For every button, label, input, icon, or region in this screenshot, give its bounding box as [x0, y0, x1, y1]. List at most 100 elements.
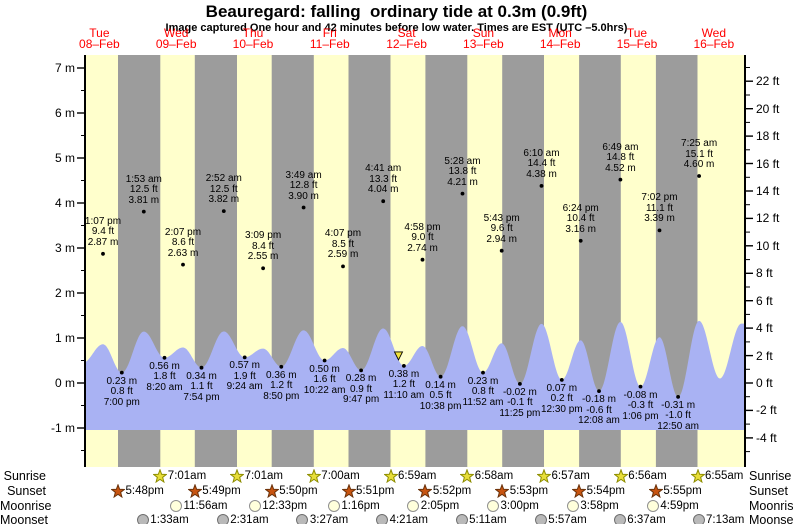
right-axis-tick-label: 12 ft [756, 211, 780, 226]
moonrise-row-label-right: Moonrise [749, 499, 793, 513]
astro-event-time: 7:01am [167, 469, 207, 482]
capture-note: Image captured One hour and 42 minutes b… [165, 22, 628, 34]
moonrise-disc-icon [170, 500, 182, 512]
astro-event [327, 499, 341, 513]
sunrise-star-icon [690, 469, 705, 483]
sunset-star-icon [572, 484, 587, 498]
low-tide-annotation: -0.02 m -0.1 ft 11:25 pm [499, 386, 541, 419]
tide-dot [381, 199, 386, 204]
astro-event [295, 513, 309, 524]
tide-dot [657, 228, 662, 233]
moonset-disc-icon [136, 514, 149, 524]
low-tide-annotation: 0.38 m 1.2 ft 11:10 am [383, 368, 425, 401]
left-axis-tick-label: 5 m [54, 151, 75, 165]
right-axis-tick-label: 18 ft [756, 129, 780, 144]
moonrise-disc-icon [646, 500, 659, 512]
high-tide-annotation: 4:07 pm 8.5 ft 2.59 m [324, 228, 362, 261]
astro-event-time: 5:11am [469, 513, 507, 524]
astro-event-time: 2:31am [230, 513, 269, 524]
astro-event [486, 499, 500, 513]
low-tide-annotation: 0.28 m 0.9 ft 9:47 pm [343, 373, 380, 406]
right-axis-tick-label: 4 ft [756, 321, 773, 336]
high-tide-annotation: 5:28 am 13.8 ft 4.21 m [444, 155, 481, 188]
low-tide-annotation: 0.34 m 1.1 ft 7:54 pm [183, 370, 220, 403]
high-tide-annotation: 7:02 pm 11.1 ft 3.39 m [641, 192, 678, 225]
day-label: Wed 16–Feb [693, 26, 735, 51]
sunset-star-icon [264, 484, 279, 498]
day-label: Fri 11–Feb [309, 26, 350, 51]
astro-event-time: 6:37am [627, 513, 666, 524]
sunrise-row-label-left: Sunrise [3, 469, 46, 483]
astro-event-time: 3:58pm [580, 499, 619, 512]
sunset-star-icon [111, 484, 125, 498]
sunset-star-icon [648, 484, 663, 498]
astro-event-time: 7:01am [244, 469, 283, 482]
astro-event-time: 11:56am [183, 499, 228, 512]
tide-dot [578, 238, 583, 243]
astro-event [455, 513, 469, 524]
low-tide-annotation: 0.50 m 1.6 ft 10:22 am [303, 363, 346, 396]
astro-event [692, 513, 706, 524]
tide-dot [402, 364, 406, 368]
high-tide-annotation: 6:49 am 14.8 ft 4.52 m [602, 141, 639, 174]
sunset-star-icon [341, 484, 356, 498]
tide-dot [359, 368, 363, 373]
astro-event-time: 2:05pm [420, 499, 460, 512]
moonset-row-label-right: Moonset [749, 513, 793, 524]
astro-event-time: 6:56am [628, 469, 667, 482]
astro-event-time: 3:27am [309, 513, 349, 524]
right-axis-tick-label: 6 ft [756, 293, 773, 308]
tide-dot [697, 174, 701, 178]
low-tide-annotation: -0.08 m -0.3 ft 1:06 pm [622, 389, 659, 422]
astro-event [460, 469, 475, 483]
sunrise-star-icon [230, 469, 245, 483]
left-axis-tick-label: 3 m [54, 241, 75, 255]
moonrise-row-label-left: Moonrise [0, 499, 52, 513]
tide-dot [101, 251, 105, 256]
day-label: Thu 10–Feb [232, 26, 274, 51]
astro-event [406, 499, 420, 513]
tide-dot [162, 355, 167, 360]
tide-dot [420, 257, 425, 262]
astro-event-time: 5:55pm [663, 484, 702, 497]
low-tide-annotation: 0.23 m 0.8 ft 7:00 pm [103, 375, 140, 408]
astro-event [230, 469, 245, 483]
day-label: Mon 14–Feb [539, 26, 581, 51]
astro-event [383, 469, 398, 483]
astro-event [537, 469, 551, 483]
high-tide-annotation: 4:58 pm 9.0 ft 2.74 m [404, 221, 441, 254]
sunset-row-label-right: Sunset [749, 484, 788, 498]
astro-event [646, 499, 660, 513]
low-tide-annotation: 0.36 m 1.2 ft 8:50 pm [263, 369, 300, 402]
moonrise-disc-icon [327, 500, 340, 512]
moonset-disc-icon [455, 514, 468, 524]
astro-event-time: 1:16pm [341, 499, 380, 512]
astro-event-time: 5:53pm [509, 484, 549, 497]
tide-dot [638, 384, 643, 389]
low-tide-annotation: -0.31 m -1.0 ft 12:50 am [657, 399, 699, 432]
astro-event-time: 5:54pm [586, 484, 625, 497]
right-axis-tick-label: 10 ft [756, 238, 780, 253]
astro-event-time: 12:33pm [262, 499, 308, 512]
astro-event [153, 469, 168, 483]
moonset-disc-icon [613, 514, 626, 524]
sunrise-star-icon [383, 469, 398, 483]
current-position-marker [393, 351, 404, 361]
sunrise-star-icon [306, 469, 321, 483]
astro-event [613, 469, 628, 483]
astro-event-time: 5:49pm [202, 484, 241, 497]
astro-event-time: 3:00pm [500, 499, 539, 512]
moonrise-disc-icon [566, 500, 579, 512]
tide-dot [119, 370, 124, 375]
low-tide-annotation: 0.23 m 0.8 ft 11:52 am [462, 375, 504, 408]
astro-event [572, 484, 587, 498]
page-title: Beauregard: falling ordinary tide at 0.3… [205, 2, 588, 21]
high-tide-annotation: 1:07 pm 9.4 ft 2.87 m [84, 215, 122, 248]
day-label: Sun 13–Feb [463, 26, 504, 51]
astro-event [613, 513, 627, 524]
moonset-disc-icon [534, 514, 547, 524]
tide-dot [279, 364, 284, 369]
